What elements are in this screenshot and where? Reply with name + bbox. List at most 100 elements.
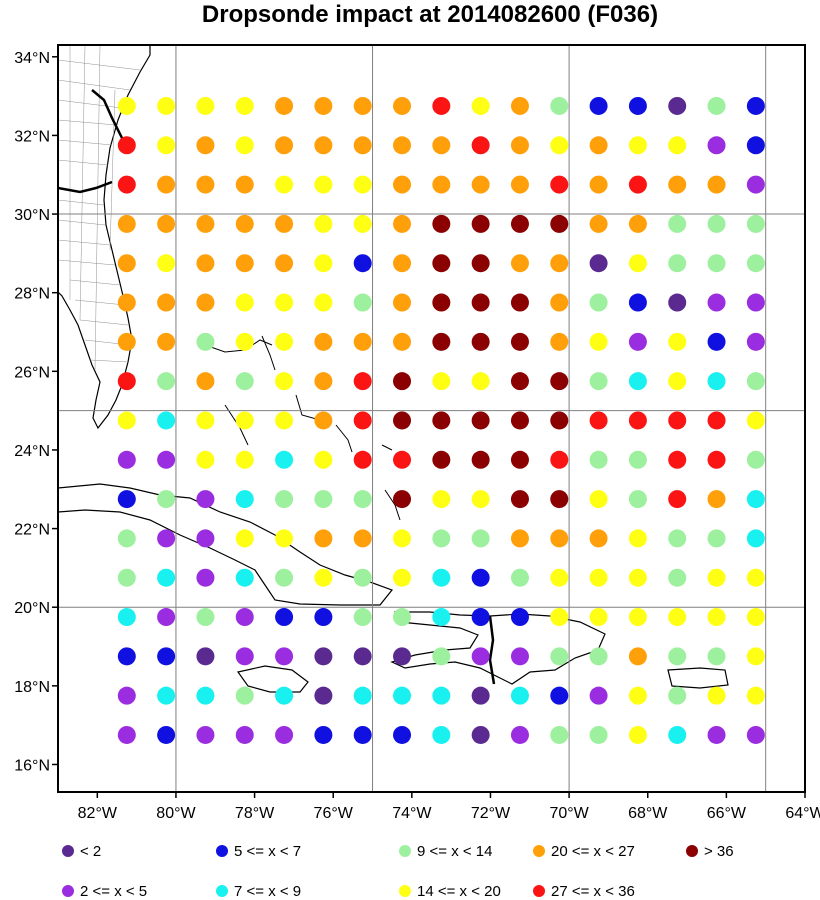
impact-dot xyxy=(235,214,254,233)
lat-tick-label: 34°N xyxy=(14,50,50,67)
impact-dot xyxy=(510,332,529,351)
impact-dot xyxy=(668,450,687,469)
impact-dot xyxy=(628,411,647,430)
impact-dot xyxy=(157,96,176,115)
impact-dot xyxy=(117,490,136,509)
impact-dot xyxy=(668,372,687,391)
impact-dot xyxy=(117,214,136,233)
legend-label: > 36 xyxy=(704,843,734,860)
impact-dot xyxy=(589,608,608,627)
impact-dot xyxy=(157,686,176,705)
impact-dot xyxy=(196,529,215,548)
impact-dot xyxy=(471,725,490,744)
impact-dot xyxy=(510,725,529,744)
impact-dot xyxy=(157,725,176,744)
impact-dot xyxy=(707,568,726,587)
impact-dot xyxy=(117,725,136,744)
legend-swatch xyxy=(216,845,228,857)
impact-dot xyxy=(157,568,176,587)
impact-dot xyxy=(235,293,254,312)
impact-dot xyxy=(157,411,176,430)
impact-dot xyxy=(432,686,451,705)
impact-dot xyxy=(668,332,687,351)
impact-dot xyxy=(117,293,136,312)
impact-dot xyxy=(432,175,451,194)
impact-dot xyxy=(275,96,294,115)
impact-dot xyxy=(235,490,254,509)
impact-dot xyxy=(235,96,254,115)
impact-dot xyxy=(353,529,372,548)
impact-dot xyxy=(235,372,254,391)
impact-dot xyxy=(353,136,372,155)
impact-dot xyxy=(471,686,490,705)
impact-dot xyxy=(628,136,647,155)
impact-dot xyxy=(746,136,765,155)
legend-label: 27 <= x < 36 xyxy=(551,883,635,900)
impact-dot xyxy=(668,529,687,548)
lon-tick-label: 70°W xyxy=(549,805,589,822)
impact-dot xyxy=(353,372,372,391)
impact-dot xyxy=(117,686,136,705)
impact-dot xyxy=(432,214,451,233)
impact-dot xyxy=(393,411,412,430)
lat-tick-label: 20°N xyxy=(14,600,50,617)
impact-dot xyxy=(471,647,490,666)
impact-dot xyxy=(393,490,412,509)
impact-dot xyxy=(275,214,294,233)
impact-dot xyxy=(668,608,687,627)
legend-swatch xyxy=(216,885,228,897)
impact-dot xyxy=(432,293,451,312)
lon-tick-label: 82°W xyxy=(78,805,118,822)
impact-dot xyxy=(432,96,451,115)
impact-dot xyxy=(550,175,569,194)
impact-dot xyxy=(235,254,254,273)
impact-dot xyxy=(393,96,412,115)
impact-dot xyxy=(314,529,333,548)
impact-dot xyxy=(550,725,569,744)
impact-dot xyxy=(393,372,412,391)
impact-dot xyxy=(707,254,726,273)
impact-dot xyxy=(117,411,136,430)
impact-dot xyxy=(393,293,412,312)
impact-dot xyxy=(157,490,176,509)
impact-dot xyxy=(668,647,687,666)
legend-label: 14 <= x < 20 xyxy=(417,883,501,900)
impact-dot xyxy=(235,568,254,587)
impact-dot xyxy=(550,332,569,351)
impact-dot xyxy=(314,214,333,233)
impact-dot xyxy=(196,254,215,273)
impact-dot xyxy=(196,214,215,233)
impact-dot xyxy=(471,332,490,351)
impact-dot xyxy=(510,293,529,312)
impact-dot xyxy=(510,686,529,705)
impact-dot xyxy=(668,254,687,273)
lat-tick-label: 30°N xyxy=(14,207,50,224)
grid-lines xyxy=(58,45,805,792)
impact-dot xyxy=(196,332,215,351)
impact-dot xyxy=(314,96,333,115)
lon-tick-label: 66°W xyxy=(707,805,747,822)
impact-dot xyxy=(353,450,372,469)
impact-dot xyxy=(196,608,215,627)
impact-dot xyxy=(275,254,294,273)
impact-dot xyxy=(157,608,176,627)
impact-dot xyxy=(117,568,136,587)
impact-dot xyxy=(510,647,529,666)
impact-dot xyxy=(471,136,490,155)
impact-dot xyxy=(314,725,333,744)
impact-dot xyxy=(353,96,372,115)
impact-dot xyxy=(550,529,569,548)
impact-dot xyxy=(707,96,726,115)
impact-dot xyxy=(432,529,451,548)
impact-dot xyxy=(314,332,333,351)
impact-dot xyxy=(314,411,333,430)
impact-dot xyxy=(314,686,333,705)
impact-dot xyxy=(157,372,176,391)
impact-dot xyxy=(707,175,726,194)
impact-dot xyxy=(196,175,215,194)
impact-dot xyxy=(157,529,176,548)
impact-dot xyxy=(157,175,176,194)
impact-dot xyxy=(707,411,726,430)
plot-frame xyxy=(57,44,806,793)
impact-dot xyxy=(589,254,608,273)
